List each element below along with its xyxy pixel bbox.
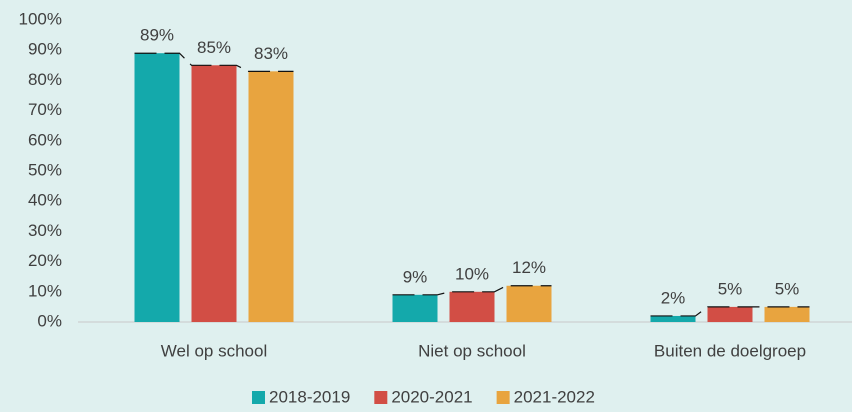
data-label: 10% [455,264,489,283]
legend-label: 2021-2022 [514,387,595,406]
x-tick-label: Buiten de doelgroep [654,341,806,360]
y-tick-label: 10% [28,281,62,300]
bar [449,291,495,322]
x-tick-label: Niet op school [418,341,526,360]
y-tick-label: 50% [28,160,62,179]
bar [134,53,180,322]
legend-label: 2020-2021 [391,387,472,406]
data-label: 5% [775,279,800,298]
y-tick-label: 90% [28,40,62,59]
bar [764,306,810,322]
data-label: 2% [661,288,686,307]
y-tick-label: 70% [28,100,62,119]
bar [506,285,552,322]
y-tick-label: 60% [28,130,62,149]
data-label: 83% [254,44,288,63]
bar [650,315,696,322]
data-label: 89% [140,26,174,45]
legend-label: 2018-2019 [269,387,350,406]
x-tick-label: Wel op school [161,341,267,360]
legend-swatch [496,391,510,404]
y-tick-label: 0% [37,311,62,330]
y-tick-label: 20% [28,251,62,270]
data-label: 9% [403,267,428,286]
trend-line [650,306,810,317]
data-label: 5% [718,279,743,298]
bar [392,294,438,322]
y-tick-label: 80% [28,70,62,89]
trend-line [392,285,552,296]
y-tick-label: 30% [28,221,62,240]
bar [191,65,237,323]
legend-swatch [374,391,388,404]
y-tick-label: 100% [19,9,62,28]
y-tick-label: 40% [28,191,62,210]
bar [248,71,294,322]
data-label: 12% [512,258,546,277]
legend-swatch [252,391,265,404]
trend-line [134,52,294,72]
bar [707,306,753,322]
data-label: 85% [197,38,231,57]
